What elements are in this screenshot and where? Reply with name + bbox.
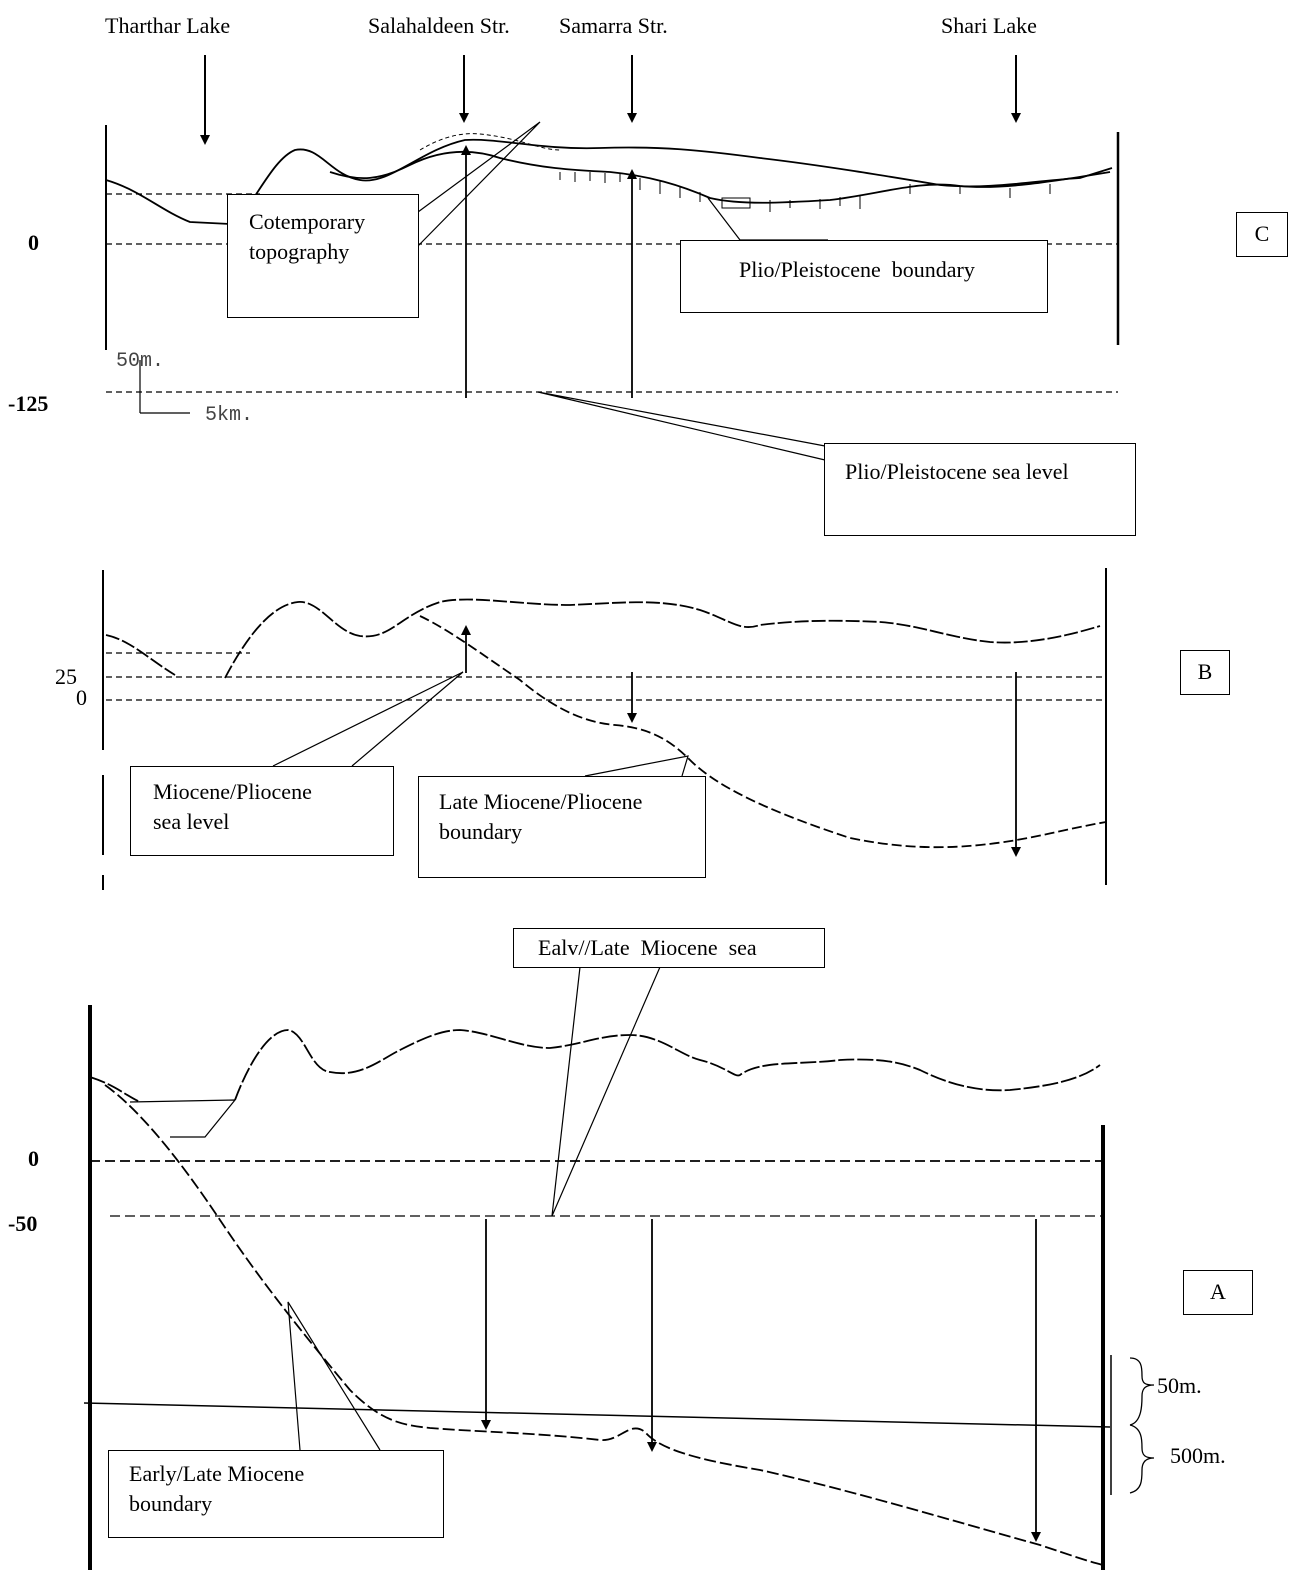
- panel-a-zero-label: 0: [28, 1146, 39, 1171]
- panel-b-late-miocene-pliocene-boundary: [419, 615, 1107, 849]
- panel-a-letter: A: [1210, 1279, 1226, 1304]
- panel-a-sea-callout-pointer: [551, 966, 661, 1217]
- panel-b-sea-level-callout-pointer: [272, 671, 464, 767]
- plio-pleistocene-sea-level-callout: Plio/Pleistocene sea level: [824, 443, 1136, 536]
- cotemporary-topography-callout: Cotemporary topography: [227, 194, 419, 318]
- panel-a: [83, 966, 1155, 1570]
- panel-c-dashed-top-crest: [419, 133, 561, 151]
- shari-lake-label: Shari Lake: [941, 13, 1037, 38]
- miocene-pliocene-sea-level-callout: Miocene/Pliocene sea level: [130, 766, 394, 856]
- plio-pleistocene-boundary-callout: Plio/Pleistocene boundary: [680, 240, 1048, 313]
- panel-a-minus50-label: -50: [8, 1211, 38, 1236]
- early-late-miocene-boundary-line-1: Early/Late Miocene: [129, 1461, 305, 1486]
- panel-a-lake-outline: [129, 1099, 236, 1138]
- cotemporary-topography-line-2: topography: [249, 239, 350, 264]
- location-arrows: [200, 55, 1021, 145]
- panel-c-letter: C: [1254, 221, 1270, 246]
- panel-a-topography: [89, 1029, 1101, 1103]
- samarra-str-label: Samarra Str.: [559, 13, 668, 38]
- late-miocene-pliocene-boundary-callout: Late Miocene/Pliocene boundary: [418, 776, 706, 878]
- late-miocene-pliocene-boundary-line-1: Late Miocene/Pliocene: [439, 789, 643, 814]
- panel-c-plio-pleistocene-boundary: [329, 150, 1111, 204]
- miocene-pliocene-sea-level-line-1: Miocene/Pliocene: [153, 779, 312, 804]
- panel-a-letter-box: A: [1183, 1270, 1253, 1315]
- salahaldeen-str-label: Salahaldeen Str.: [368, 13, 510, 38]
- panel-a-boundary-callout-pointer: [287, 1301, 381, 1451]
- panel-a-scale-50-label: 50m.: [1157, 1373, 1202, 1398]
- panel-a-brace-50: [1129, 1357, 1155, 1426]
- panel-c-sea-level-callout-pointer: [537, 391, 826, 461]
- panel-a-brace-500: [1129, 1424, 1155, 1494]
- panel-c-zero-label: 0: [28, 230, 39, 255]
- panel-a-early-late-miocene-boundary: [104, 1084, 1104, 1566]
- late-miocene-pliocene-boundary-line-2: boundary: [439, 819, 523, 844]
- panel-b-letter-box: B: [1180, 650, 1230, 695]
- panel-b-topography: [105, 598, 1101, 679]
- panel-c-letter-box: C: [1236, 212, 1288, 257]
- panel-c-boundary-hatching: [559, 172, 1051, 212]
- panel-b-0-label: 0: [76, 685, 87, 710]
- panel-c-scale-horizontal-label: 5km.: [205, 404, 254, 427]
- panel-b-letter: B: [1197, 659, 1213, 684]
- panel-c-topography-callout-pointer: [417, 121, 541, 247]
- panel-a-scale-500-label: 500m.: [1170, 1443, 1226, 1468]
- early-late-miocene-boundary-callout: Early/Late Miocene boundary: [108, 1450, 444, 1538]
- early-late-miocene-boundary-line-2: boundary: [129, 1491, 213, 1516]
- miocene-pliocene-sea-level-line-2: sea level: [153, 809, 230, 834]
- plio-pleistocene-boundary-text: Plio/Pleistocene boundary: [739, 257, 975, 282]
- ealv-late-miocene-sea-text: Ealv//Late Miocene sea: [538, 935, 757, 960]
- tharthar-lake-label: Tharthar Lake: [105, 13, 231, 38]
- ealv-late-miocene-sea-callout: Ealv//Late Miocene sea: [513, 928, 825, 968]
- panel-c-small-box-mark: [721, 197, 751, 209]
- cotemporary-topography-line-1: Cotemporary: [249, 209, 366, 234]
- panel-c-scale-vertical-label: 50m.: [116, 350, 165, 373]
- panel-b-25-label: 25: [55, 664, 77, 689]
- panel-a-horizontal-reference: [83, 1402, 1111, 1428]
- panel-c-minus125-label: -125: [8, 391, 49, 416]
- panel-c: [105, 121, 1120, 461]
- plio-pleistocene-sea-level-text: Plio/Pleistocene sea level: [845, 459, 1069, 484]
- panel-b-boundary-callout-pointer: [584, 755, 689, 777]
- panel-c-boundary-callout-pointer: [707, 197, 828, 241]
- panel-b: [102, 568, 1107, 890]
